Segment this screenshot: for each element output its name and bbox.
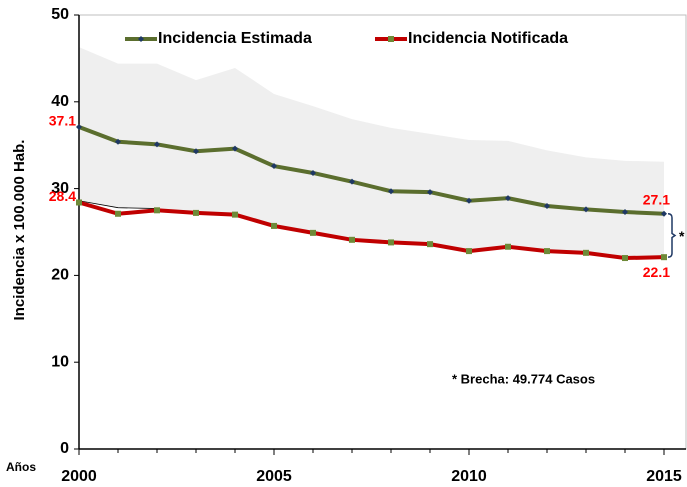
series-layer: 37.1 27.1 Incidencia Estimada 28.4 22.1 Incid… xyxy=(49,30,685,280)
legend-marker xyxy=(388,36,394,42)
data-label: 27.1 xyxy=(643,191,670,207)
legend-label: Incidencia Notificada xyxy=(408,30,568,47)
series-line xyxy=(78,200,665,261)
marker xyxy=(349,236,355,243)
marker xyxy=(271,163,277,170)
y-tick-label: 0 xyxy=(60,440,69,457)
gap-bracket xyxy=(667,213,677,258)
marker xyxy=(76,199,82,206)
marker xyxy=(232,211,238,218)
annotation: * Brecha: 49.774 Casos xyxy=(452,371,595,386)
band-lower-edge xyxy=(78,200,158,209)
marker xyxy=(661,254,667,261)
marker xyxy=(427,189,433,196)
marker xyxy=(310,169,316,176)
marker xyxy=(154,141,160,148)
marker xyxy=(388,188,394,195)
x-tick-label: 2010 xyxy=(451,468,487,485)
data-label: 37.1 xyxy=(49,113,76,129)
marker xyxy=(505,195,511,202)
marker xyxy=(544,202,550,209)
marker xyxy=(388,239,394,246)
marker xyxy=(271,222,277,229)
legend-marker xyxy=(138,36,144,42)
y-tick-label: 10 xyxy=(51,353,69,370)
band-layer xyxy=(78,47,664,259)
axis-layer: 0 10 20 30 40 50 2000 2005 2010 2015 xyxy=(51,6,686,485)
marker xyxy=(544,248,550,255)
y-tick-label: 20 xyxy=(51,267,69,284)
marker xyxy=(505,243,511,250)
x-tick-label: 2015 xyxy=(646,468,682,485)
marker xyxy=(466,248,472,255)
marker xyxy=(115,138,121,145)
gap-marker: * xyxy=(679,228,685,244)
marker xyxy=(349,178,355,185)
marker xyxy=(154,207,160,214)
marker xyxy=(193,209,199,216)
marker xyxy=(193,148,199,155)
marker xyxy=(622,209,628,216)
marker xyxy=(115,210,121,217)
marker xyxy=(232,145,238,152)
marker xyxy=(583,206,589,213)
marker xyxy=(583,249,589,256)
marker xyxy=(661,210,667,217)
y-tick-label: 40 xyxy=(51,93,69,110)
x-axis-label: Años xyxy=(6,460,36,474)
marker xyxy=(427,241,433,248)
y-tick-label: 50 xyxy=(51,6,69,23)
marker xyxy=(622,255,628,262)
marker xyxy=(76,123,82,130)
marker xyxy=(310,229,316,236)
series-line xyxy=(78,125,665,216)
x-tick-label: 2005 xyxy=(256,468,292,485)
y-tick-label: 30 xyxy=(51,180,69,197)
y-axis-label: Incidencia x 100.000 Hab. xyxy=(11,140,28,321)
data-label: 28.4 xyxy=(49,188,76,204)
legend-label: Incidencia Estimada xyxy=(158,30,312,47)
x-tick-label: 2000 xyxy=(61,468,97,485)
data-label: 22.1 xyxy=(643,264,670,280)
estimate-band xyxy=(79,47,664,259)
marker xyxy=(466,197,472,204)
